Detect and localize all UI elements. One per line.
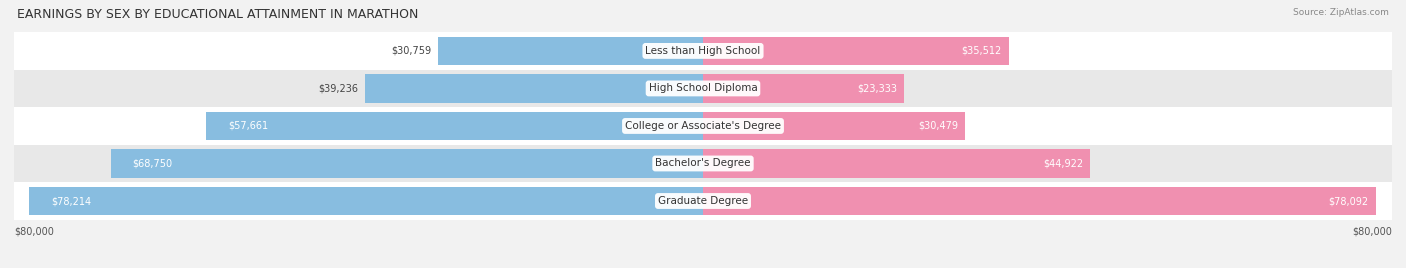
Text: $30,759: $30,759 [391,46,432,56]
Bar [111,149,703,177]
Bar [14,182,1392,220]
Text: $35,512: $35,512 [962,46,1002,56]
Text: $78,092: $78,092 [1329,196,1368,206]
Bar [366,75,703,102]
Text: $68,750: $68,750 [132,158,173,169]
Bar [14,70,1392,107]
Bar [14,32,1392,70]
Bar [703,187,1375,215]
Text: $23,333: $23,333 [858,83,897,94]
Text: $30,479: $30,479 [918,121,959,131]
Text: $44,922: $44,922 [1043,158,1083,169]
Text: $78,214: $78,214 [51,196,91,206]
Text: $39,236: $39,236 [318,83,359,94]
Bar [207,112,703,140]
Bar [703,149,1090,177]
Text: $80,000: $80,000 [14,227,53,237]
Text: Graduate Degree: Graduate Degree [658,196,748,206]
Bar [703,37,1010,65]
Bar [14,145,1392,182]
Text: Source: ZipAtlas.com: Source: ZipAtlas.com [1294,8,1389,17]
Bar [30,187,703,215]
Bar [703,75,904,102]
Text: High School Diploma: High School Diploma [648,83,758,94]
Text: $80,000: $80,000 [1353,227,1392,237]
Bar [439,37,703,65]
Text: EARNINGS BY SEX BY EDUCATIONAL ATTAINMENT IN MARATHON: EARNINGS BY SEX BY EDUCATIONAL ATTAINMEN… [17,8,418,21]
Bar [14,107,1392,145]
Bar [703,112,966,140]
Text: $57,661: $57,661 [228,121,269,131]
Text: Less than High School: Less than High School [645,46,761,56]
Text: Bachelor's Degree: Bachelor's Degree [655,158,751,169]
Text: College or Associate's Degree: College or Associate's Degree [626,121,780,131]
